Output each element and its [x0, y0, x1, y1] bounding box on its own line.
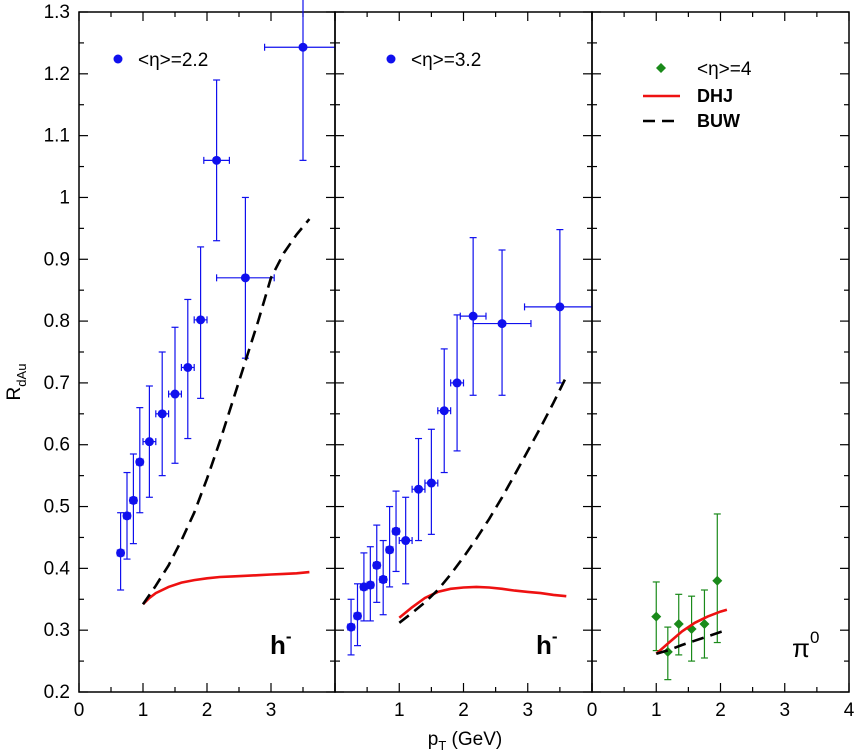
dhj-curve-panel-2	[398, 585, 567, 619]
legend-label-buw: BUW	[697, 111, 740, 131]
data-point-1	[122, 511, 132, 521]
data-point-2	[452, 378, 462, 388]
data-point-diamond-3	[712, 575, 723, 586]
data-point-diamond-3	[699, 619, 710, 629]
particle-main-3: π	[792, 633, 810, 663]
dhj-curve-panel-3	[655, 608, 728, 655]
x-axis-title-sub: T	[438, 738, 446, 753]
particle-sup-1: -	[286, 627, 292, 646]
y-tick-label: 0.6	[44, 435, 70, 456]
panel-frame-2	[334, 11, 593, 693]
x-axis-title-main: p	[428, 729, 439, 750]
x-tick-label-1: 2	[202, 700, 213, 721]
x-tick-label-1: 1	[138, 700, 149, 721]
data-point-2	[352, 611, 362, 621]
data-point-2	[468, 311, 478, 321]
x-tick-label-3: 2	[715, 700, 726, 721]
legend-marker-eta4	[656, 63, 666, 73]
dhj-curve-panel-1	[142, 570, 310, 606]
particle-main-2: h	[536, 630, 552, 660]
x-tick-label-1: 3	[266, 700, 277, 721]
data-point-1	[183, 362, 193, 372]
data-point-2	[391, 526, 401, 536]
x-tick-label-2: 1	[394, 700, 405, 721]
data-point-2	[497, 319, 507, 329]
buw-curve-panel-3	[655, 628, 728, 655]
data-point-diamond-3	[662, 646, 673, 657]
legend-panel-2: <η>=3.2	[386, 50, 481, 71]
y-tick-label: 1.1	[44, 126, 70, 147]
legend-panel-3: <η>=4 DHJ BUW	[643, 59, 752, 131]
data-point-2	[346, 622, 356, 632]
data-point-2	[555, 302, 565, 312]
data-point-2	[378, 574, 388, 584]
x-tick-label-3: 1	[651, 700, 662, 721]
data-point-2	[385, 545, 395, 555]
buw-curve-panel-2	[398, 376, 568, 624]
particle-label-panel-3: π0	[792, 628, 819, 663]
data-point-1	[128, 495, 138, 505]
data-point-1	[196, 315, 206, 325]
y-tick-label: 1.3	[44, 2, 70, 23]
y-axis-title: RdAu	[4, 364, 29, 401]
x-axis-title-unit: (GeV)	[446, 729, 502, 750]
legend-label-eta22: <η>=2.2	[138, 50, 208, 71]
y-axis-title-sub: dAu	[14, 364, 29, 387]
y-tick-label: 0.3	[44, 620, 70, 641]
legend-marker-eta22	[113, 54, 123, 64]
legend-marker-eta32	[386, 54, 396, 64]
data-point-2	[439, 406, 449, 416]
data-point-1	[170, 389, 180, 399]
y-tick-label: 0.5	[44, 497, 70, 518]
legend-label-eta4: <η>=4	[697, 59, 752, 80]
legend-label-dhj: DHJ	[697, 86, 733, 106]
y-tick-label: 0.8	[44, 311, 70, 332]
data-point-2	[401, 536, 411, 546]
y-tick-label: 0.9	[44, 249, 70, 270]
data-point-1	[298, 42, 308, 52]
y-tick-label: 0.7	[44, 373, 70, 394]
data-point-1	[135, 457, 145, 467]
particle-main-1: h	[270, 630, 286, 660]
y-tick-label: 1.2	[44, 64, 70, 85]
data-point-2	[365, 580, 375, 590]
data-point-diamond-3	[651, 611, 662, 622]
data-point-diamond-3	[673, 619, 684, 629]
data-point-1	[116, 548, 126, 558]
data-point-2	[372, 560, 382, 570]
particle-label-panel-1: h-	[270, 627, 292, 660]
y-tick-label: 0.4	[44, 558, 71, 579]
legend-label-eta32: <η>=3.2	[411, 50, 481, 71]
data-point-1	[240, 273, 250, 283]
x-tick-label-3: 3	[779, 700, 790, 721]
y-tick-label: 1	[59, 187, 70, 208]
buw-curve-panel-1	[141, 218, 311, 605]
data-point-1	[212, 155, 222, 165]
y-tick-label: 0.2	[44, 682, 70, 703]
data-point-2	[426, 478, 436, 488]
particle-sup-2: -	[552, 627, 558, 646]
x-tick-label-1: 0	[74, 700, 85, 721]
x-tick-label-2: 3	[522, 700, 533, 721]
y-axis-title-main: R	[4, 387, 25, 401]
x-tick-label-3: 4	[844, 700, 855, 721]
data-point-1	[144, 437, 154, 447]
data-point-2	[414, 484, 424, 494]
data-point-1	[157, 409, 167, 419]
particle-sup-3: 0	[810, 628, 819, 647]
legend-panel-1: <η>=2.2	[113, 50, 208, 71]
x-tick-label-2: 2	[458, 700, 469, 721]
x-tick-label-3: 0	[587, 700, 598, 721]
x-axis-title: pT (GeV)	[428, 729, 502, 753]
plot-layer: 0 1 2 3 1 2 3 0 1 2 3 4 0.2 0.3 0.4 0.5 0.6 0.7 0.8 0.9 1 1.1…	[44, 0, 855, 721]
particle-label-panel-2: h-	[536, 627, 558, 660]
